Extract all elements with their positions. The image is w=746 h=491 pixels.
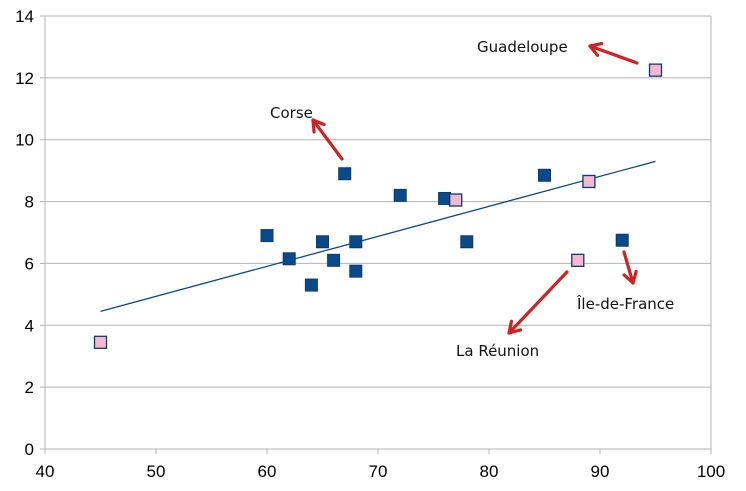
data-point-highlighted <box>648 63 663 77</box>
annotation-guadeloupe: Guadeloupe <box>477 38 568 56</box>
y-tick-label: 0 <box>25 440 34 459</box>
data-point <box>327 253 341 267</box>
x-tick-label: 80 <box>480 462 499 481</box>
data-point <box>282 252 296 266</box>
annotation-la-reunion: La Réunion <box>456 342 539 360</box>
data-point <box>260 229 274 243</box>
data-point-highlighted <box>449 193 463 207</box>
y-tick-label: 14 <box>15 7 34 26</box>
arrow-shaft <box>588 44 639 65</box>
data-point <box>349 264 363 278</box>
arrow-head <box>507 319 523 335</box>
x-tick-label: 60 <box>258 462 277 481</box>
arrow-head <box>588 41 604 57</box>
y-tick-label: 2 <box>25 378 34 397</box>
tick-labels: 0 2 4 6 8 10 12 14 40 50 60 70 80 90 100 <box>15 7 725 481</box>
gridlines <box>45 15 712 449</box>
data-point-highlighted <box>93 335 108 349</box>
arrow-shaft <box>311 118 344 161</box>
arrow-head <box>311 118 326 134</box>
x-tick-label: 70 <box>369 462 388 481</box>
annotation-arrows <box>311 41 639 335</box>
x-tick-label: 40 <box>36 462 55 481</box>
y-tick-label: 10 <box>15 131 34 150</box>
data-point <box>460 235 474 249</box>
x-tick-label: 90 <box>591 462 610 481</box>
arrow-shaft <box>507 270 569 335</box>
x-tick-label: 100 <box>697 462 725 481</box>
axes <box>40 15 712 454</box>
annotation-ile-de-france: Île-de-France <box>576 294 674 313</box>
arrow-shaft <box>622 250 635 285</box>
data-points <box>93 63 663 349</box>
data-point-highlighted <box>571 253 585 267</box>
data-point <box>338 167 352 181</box>
trendline-layer <box>100 160 656 312</box>
trendline <box>100 160 656 312</box>
y-tick-label: 8 <box>25 193 34 212</box>
arrow-head <box>622 269 638 285</box>
data-point-highlighted <box>582 174 596 189</box>
data-point <box>615 233 629 247</box>
data-point <box>304 278 318 292</box>
data-point <box>349 235 363 249</box>
data-point <box>393 188 407 202</box>
data-point <box>316 235 329 249</box>
y-tick-label: 12 <box>15 69 34 88</box>
arrow-la-reunion <box>507 270 569 335</box>
annotation-labels: Guadeloupe Corse Île-de-France La Réunio… <box>270 38 674 360</box>
arrow-corse <box>311 118 344 161</box>
arrow-ile-de-france <box>622 250 638 285</box>
data-point <box>538 168 551 182</box>
arrow-guadeloupe <box>588 41 639 65</box>
y-tick-label: 4 <box>25 316 34 335</box>
x-tick-label: 50 <box>147 462 166 481</box>
data-point <box>438 191 452 205</box>
annotation-corse: Corse <box>270 104 313 122</box>
y-tick-label: 6 <box>25 254 34 273</box>
